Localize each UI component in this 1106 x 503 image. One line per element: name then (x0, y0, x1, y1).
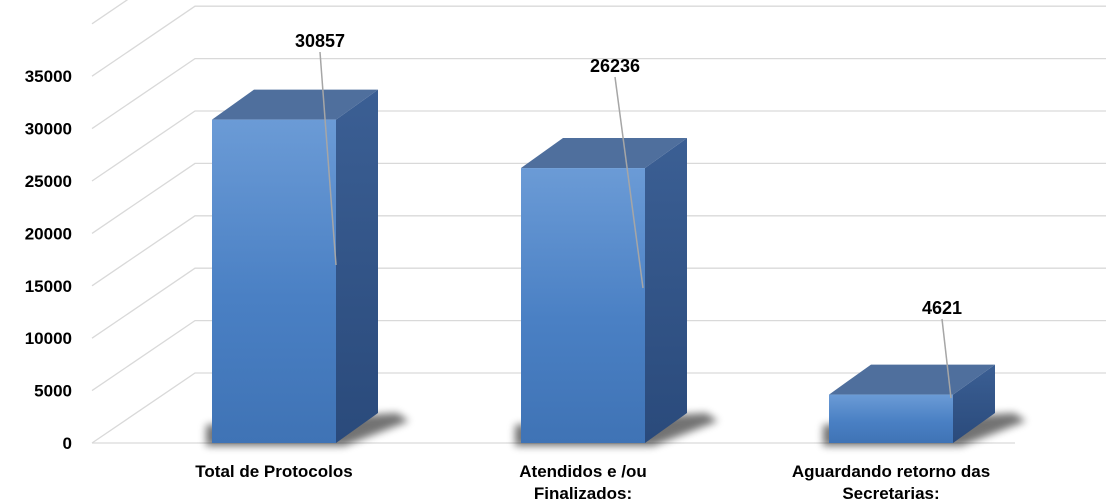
bar (823, 364, 1026, 446)
y-axis: 0 5000 10000 15000 20000 25000 30000 35000 (25, 67, 72, 453)
bar-front (212, 119, 336, 443)
gridline (91, 215, 1106, 287)
leader-line (941, 318, 952, 399)
category-label: Total de Protocolos (195, 462, 352, 481)
gridline (91, 267, 1106, 339)
data-label: 26236 (590, 56, 640, 76)
gridline (91, 319, 1106, 392)
bar (515, 138, 718, 446)
gridline (91, 110, 1106, 182)
gridline (91, 162, 1106, 234)
category-label: Secretarias: (842, 484, 939, 503)
x-axis: Total de Protocolos Atendidos e /ou Finali… (195, 462, 990, 503)
category-label: Finalizados: (534, 484, 632, 503)
bar-side (645, 138, 687, 443)
gridline (91, 57, 1106, 130)
data-label: 30857 (295, 31, 345, 51)
category-label: Atendidos e /ou (519, 462, 647, 481)
y-tick-label: 30000 (25, 120, 72, 139)
y-tick-label: 0 (63, 434, 72, 453)
y-tick-label: 10000 (25, 329, 72, 348)
gridline (91, 0, 129, 25)
data-labels: 30857 26236 4621 (295, 31, 962, 399)
bar-top (521, 138, 687, 169)
gridline (91, 372, 1106, 444)
bar (206, 89, 409, 446)
y-tick-label: 15000 (25, 277, 72, 296)
bar-side (953, 364, 995, 443)
bar-top (212, 89, 378, 120)
y-tick-label: 35000 (25, 67, 72, 86)
y-tick-label: 20000 (25, 224, 72, 243)
bar-front (829, 394, 953, 443)
bar-front (521, 168, 645, 443)
bar-top (829, 364, 995, 395)
y-tick-label: 5000 (34, 382, 72, 401)
data-label: 4621 (922, 298, 962, 318)
leader-line (319, 51, 337, 266)
leader-line (614, 76, 644, 289)
bars (206, 89, 1026, 446)
bar-side (336, 89, 378, 443)
y-tick-label: 25000 (25, 172, 72, 191)
category-label: Aguardando retorno das (792, 462, 990, 481)
gridline (91, 5, 1106, 77)
